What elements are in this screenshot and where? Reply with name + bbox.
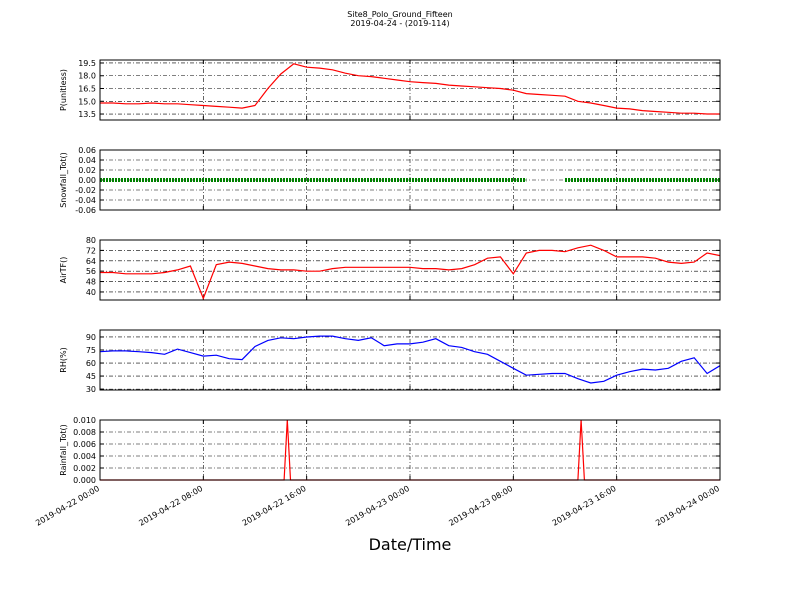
y-tick-label: -0.04 [75, 196, 96, 205]
y-tick-label: 0.006 [73, 440, 96, 449]
y-tick-label: 0.06 [78, 146, 96, 155]
plot-border [99, 419, 721, 481]
y-tick-label: 48 [86, 278, 96, 287]
y-tick-label: 64 [86, 257, 96, 266]
y-axis-label: P(unitless) [59, 69, 68, 111]
y-tick-label: 0.000 [73, 476, 96, 485]
y-tick-label: -0.02 [75, 186, 96, 195]
plot-border [99, 239, 721, 301]
plot-border [99, 149, 721, 211]
y-tick-label: 90 [86, 333, 96, 342]
plot-border [99, 329, 721, 391]
y-tick-label: 18.0 [78, 72, 96, 81]
y-tick-label: 0.02 [78, 166, 96, 175]
y-tick-label: 56 [86, 267, 96, 276]
y-tick-label: 72 [86, 246, 96, 255]
figure-subtitle: 2019-04-24 - (2019-114) [350, 19, 449, 28]
plot-border [99, 59, 721, 121]
y-axis-label: Snowfall_Tot() [59, 152, 68, 208]
y-tick-label: 0.00 [78, 176, 96, 185]
y-tick-label: 16.5 [78, 85, 96, 94]
y-axis-label: AirTF() [59, 257, 68, 284]
y-tick-label: 0.010 [73, 416, 96, 425]
data-line [100, 244, 721, 301]
y-axis-label: RH(%) [59, 347, 68, 372]
y-tick-label: -0.06 [75, 206, 96, 215]
y-tick-label: 0.004 [73, 452, 96, 461]
y-tick-label: 0.008 [73, 428, 96, 437]
figure-title: Site8_Polo_Ground_Fifteen [347, 10, 452, 19]
y-tick-label: 45 [86, 372, 96, 381]
y-tick-label: 0.04 [78, 156, 96, 165]
y-tick-label: 40 [86, 288, 96, 297]
y-tick-label: 19.5 [78, 59, 96, 68]
y-tick-label: 80 [86, 236, 96, 245]
y-tick-label: 75 [86, 346, 96, 355]
y-tick-label: 60 [86, 359, 96, 368]
y-tick-label: 0.002 [73, 464, 96, 473]
y-tick-label: 30 [86, 385, 96, 394]
y-tick-label: 13.5 [78, 110, 96, 119]
x-axis-label: Date/Time [369, 535, 452, 554]
data-line [100, 63, 720, 115]
y-tick-label: 15.0 [78, 97, 96, 106]
data-line [99, 335, 721, 384]
y-axis-label: Rainfall_Tot() [59, 424, 68, 476]
